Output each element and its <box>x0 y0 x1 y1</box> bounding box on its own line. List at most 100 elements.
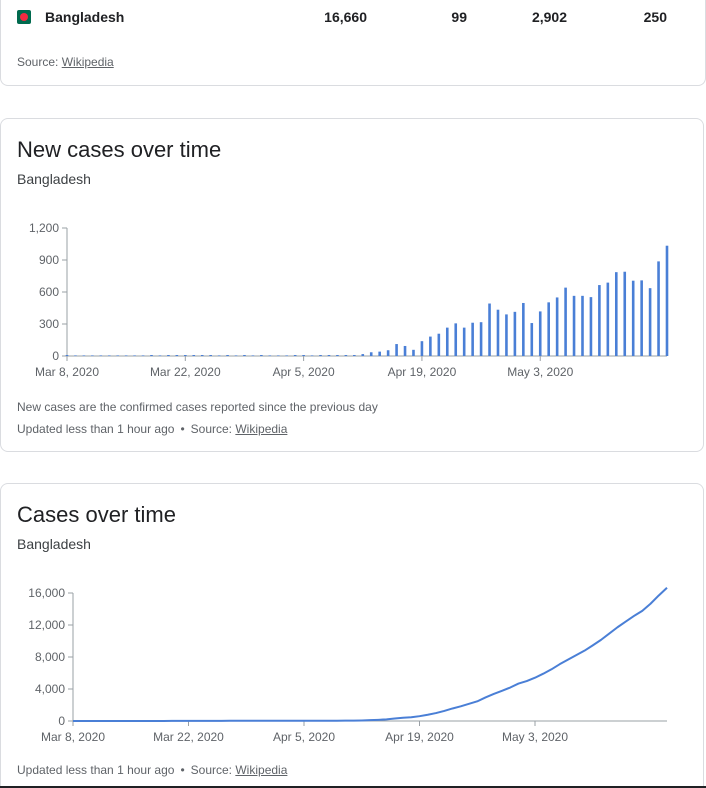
y-tick-label: 1,200 <box>29 221 59 235</box>
card-subtitle: Bangladesh <box>17 171 91 187</box>
x-tick-label: May 3, 2020 <box>502 730 568 744</box>
bar <box>429 336 432 356</box>
bar <box>412 349 415 356</box>
bar <box>251 355 255 356</box>
card-title: Cases over time <box>17 502 176 527</box>
x-tick-label: Mar 8, 2020 <box>41 730 105 744</box>
bar <box>522 302 525 356</box>
table-row[interactable]: Bangladesh 16,660 99 2,902 250 <box>17 6 677 28</box>
cases-chart: 0 4,000 8,000 12,000 16,000 Mar 8, 2020 Mar 22… <box>28 586 668 744</box>
bar <box>614 272 618 356</box>
bar <box>665 245 669 356</box>
bar <box>150 355 153 356</box>
source-prefix: Source: <box>17 55 62 69</box>
bar <box>454 323 458 356</box>
bar <box>462 327 466 356</box>
bar <box>488 303 491 356</box>
bar <box>268 355 272 356</box>
updated-line: Updated less than 1 hour ago • Source: Wik… <box>17 763 287 777</box>
updated-text: Updated less than 1 hour ago <box>17 763 175 777</box>
series-line <box>73 586 668 722</box>
bar <box>538 311 542 356</box>
bar <box>386 350 390 356</box>
bar <box>175 355 179 356</box>
bar <box>640 280 643 356</box>
bar <box>555 297 559 356</box>
card-subtitle: Bangladesh <box>17 536 91 552</box>
bar <box>479 322 483 356</box>
bar <box>395 344 398 356</box>
x-tick-label: Mar 22, 2020 <box>153 730 224 744</box>
x-tick-label: Apr 19, 2020 <box>385 730 454 744</box>
bar <box>243 355 246 356</box>
bar <box>589 297 593 356</box>
updated-text: Updated less than 1 hour ago <box>17 422 175 436</box>
bar <box>116 355 120 356</box>
bar <box>361 354 365 356</box>
bar <box>74 355 77 356</box>
source-link[interactable]: Wikipedia <box>235 763 288 777</box>
bar <box>420 341 424 356</box>
bar <box>302 355 305 356</box>
table-source: Source: Wikipedia <box>17 55 114 69</box>
bar <box>369 352 373 356</box>
cases-value: 16,660 <box>324 9 367 25</box>
bar <box>445 327 449 356</box>
bar <box>403 345 407 356</box>
bar <box>471 322 474 356</box>
y-tick-label: 16,000 <box>28 586 65 600</box>
y-tick-label: 12,000 <box>28 618 65 632</box>
deaths-value: 250 <box>643 9 667 25</box>
bar <box>336 355 339 356</box>
cases-card: Cases over time Bangladesh 0 4,000 8,000 12… <box>0 483 704 788</box>
new-cases-chart: 0 300 600 900 1,200 Mar 8, 2020 Mar 22, 2020 Ap… <box>29 221 669 379</box>
card-title: New cases over time <box>17 137 222 162</box>
x-tick-label: Apr 5, 2020 <box>273 365 335 379</box>
bar <box>564 287 567 356</box>
source-prefix: Source: <box>190 763 236 777</box>
bar <box>234 355 238 356</box>
bar <box>547 302 550 356</box>
x-tick-label: Apr 5, 2020 <box>273 730 335 744</box>
source-prefix: Source: <box>190 422 236 436</box>
y-tick-label: 900 <box>39 253 59 267</box>
bar <box>209 355 212 356</box>
country-name: Bangladesh <box>45 9 125 25</box>
x-tick-label: Mar 22, 2020 <box>150 365 221 379</box>
y-tick-label: 4,000 <box>35 682 65 696</box>
recovered-value: 2,902 <box>531 9 567 25</box>
bar <box>581 295 584 356</box>
y-tick-label: 300 <box>39 317 59 331</box>
bar <box>606 282 610 356</box>
bar <box>505 314 508 356</box>
bar <box>572 295 576 356</box>
bar <box>99 355 103 356</box>
source-link[interactable]: Wikipedia <box>235 422 288 436</box>
bar <box>285 355 289 356</box>
bangladesh-flag-icon <box>17 10 31 24</box>
bar <box>657 261 660 356</box>
separator-dot-icon: • <box>180 422 185 436</box>
bar <box>141 355 145 356</box>
bar <box>378 351 381 356</box>
chart-note: New cases are the confirmed cases report… <box>17 400 378 414</box>
bar <box>124 355 128 356</box>
bar <box>530 323 534 356</box>
bar <box>133 355 136 356</box>
bar <box>276 355 280 356</box>
y-tick-label: 8,000 <box>35 650 65 664</box>
y-tick-label: 0 <box>58 714 65 728</box>
source-link[interactable]: Wikipedia <box>61 55 114 69</box>
x-tick-label: Mar 8, 2020 <box>35 365 99 379</box>
bar <box>65 355 69 356</box>
bar <box>437 333 441 356</box>
bar <box>496 309 500 356</box>
bar <box>217 355 221 356</box>
bar <box>648 288 652 356</box>
bar <box>319 355 322 356</box>
y-tick-label: 0 <box>52 349 59 363</box>
bar <box>631 280 635 356</box>
bar <box>260 355 263 356</box>
bar <box>310 355 314 356</box>
bar <box>344 355 348 356</box>
